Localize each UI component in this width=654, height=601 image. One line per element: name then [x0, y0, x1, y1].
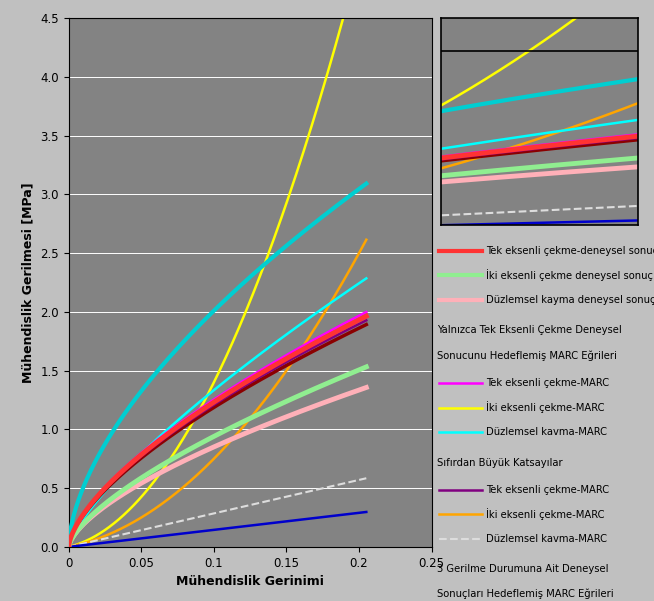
Text: Sonucunu Hedeflemiş MARC Eğrileri: Sonucunu Hedeflemiş MARC Eğrileri: [437, 350, 617, 361]
Text: Sıfırdan Büyük Katsayılar: Sıfırdan Büyük Katsayılar: [437, 457, 562, 468]
Text: Düzlemsel kayma deneysel sonuç: Düzlemsel kayma deneysel sonuç: [486, 295, 654, 305]
Text: İki eksenli çekme-MARC: İki eksenli çekme-MARC: [486, 508, 604, 520]
Text: 3 Gerilme Durumuna Ait Deneysel: 3 Gerilme Durumuna Ait Deneysel: [437, 564, 608, 574]
Text: Tek eksenli çekme-deneysel sonuç: Tek eksenli çekme-deneysel sonuç: [486, 246, 654, 256]
Text: Düzlemsel kavma-MARC: Düzlemsel kavma-MARC: [486, 427, 607, 437]
X-axis label: Mühendislik Gerinimi: Mühendislik Gerinimi: [176, 575, 324, 588]
Text: İki eksenli çekme deneysel sonuç: İki eksenli çekme deneysel sonuç: [486, 269, 653, 281]
Text: Yalnızca Tek Eksenli Çekme Deneysel: Yalnızca Tek Eksenli Çekme Deneysel: [437, 325, 622, 335]
Text: Tek eksenli çekme-MARC: Tek eksenli çekme-MARC: [486, 484, 609, 495]
Text: İki eksenli çekme-MARC: İki eksenli çekme-MARC: [486, 401, 604, 413]
Text: Sonuçları Hedeflemiş MARC Eğrileri: Sonuçları Hedeflemiş MARC Eğrileri: [437, 588, 613, 599]
Text: Tek eksenli çekme-MARC: Tek eksenli çekme-MARC: [486, 378, 609, 388]
Y-axis label: Mühendislik Gerilmesi [MPa]: Mühendislik Gerilmesi [MPa]: [22, 182, 35, 383]
Text: Düzlemsel kavma-MARC: Düzlemsel kavma-MARC: [486, 534, 607, 543]
